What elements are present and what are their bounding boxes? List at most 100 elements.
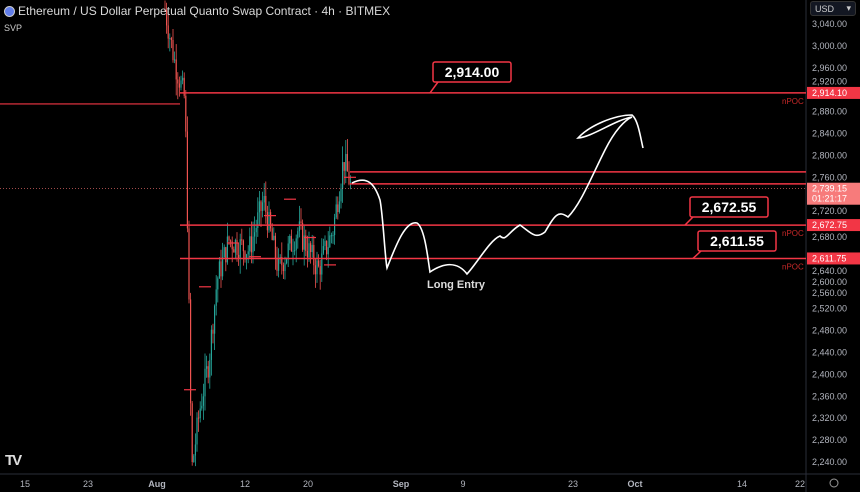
candle-body (262, 202, 264, 211)
x-tick-label: Sep (393, 479, 410, 489)
y-tick-label: 2,840.00 (812, 129, 847, 139)
candle-body (242, 240, 244, 252)
y-tick-label: 2,320.00 (812, 413, 847, 423)
candle-body (190, 299, 192, 404)
candle-body (174, 59, 176, 61)
long-entry-annotation: Long Entry (427, 279, 486, 291)
candle-body (290, 235, 292, 252)
x-tick-label: 14 (737, 479, 747, 489)
candle-body (287, 243, 289, 258)
candle-body (298, 221, 300, 232)
candle-body (220, 261, 222, 277)
candle-body (233, 249, 235, 253)
level-price-badge (807, 252, 860, 265)
npoc-tag: nPOC (782, 262, 804, 271)
candle-body (247, 251, 249, 255)
y-tick-label: 2,640.00 (812, 266, 847, 276)
candle-body (249, 236, 251, 252)
candle-body (326, 241, 328, 255)
candle-body (335, 204, 337, 218)
x-tick-label: 23 (568, 479, 578, 489)
npoc-tag: nPOC (782, 229, 804, 238)
candle-body (228, 236, 230, 241)
candle-body (255, 227, 257, 233)
settings-icon (829, 478, 839, 488)
candle-body (266, 211, 268, 231)
candle-body (318, 260, 320, 267)
candle-body (343, 162, 345, 171)
candle-body (217, 278, 219, 290)
y-tick-label: 2,440.00 (812, 348, 847, 358)
candle-body (297, 231, 299, 239)
x-tick-label: 20 (303, 479, 313, 489)
npoc-tag: nPOC (782, 97, 804, 106)
candle-body (178, 83, 180, 88)
candle-body (230, 240, 232, 242)
candle-body (282, 265, 284, 272)
x-tick-label: Aug (148, 479, 166, 489)
y-tick-label: 2,480.00 (812, 326, 847, 336)
candle-body (284, 263, 286, 272)
y-tick-label: 2,720.00 (812, 206, 847, 216)
candle-body (185, 95, 187, 132)
y-tick-label: 2,800.00 (812, 150, 847, 160)
projection-path (351, 114, 644, 276)
candle-body (234, 240, 236, 253)
y-tick-label: 2,760.00 (812, 172, 847, 182)
candle-body (310, 243, 312, 253)
candle-body (169, 38, 171, 40)
y-tick-label: 2,880.00 (812, 107, 847, 117)
candle-body (164, 9, 166, 11)
svp-indicator-label[interactable]: SVP (4, 23, 23, 33)
candle-body (308, 243, 310, 258)
candle-body (340, 188, 342, 202)
candle-body (218, 261, 220, 279)
y-tick-label: 2,960.00 (812, 63, 847, 73)
y-tick-label: 2,400.00 (812, 369, 847, 379)
x-tick-label: 9 (460, 479, 465, 489)
candle-body (303, 235, 305, 250)
candle-body (342, 162, 344, 189)
candle-body (329, 235, 331, 248)
currency-select[interactable]: USD ▾ (810, 1, 856, 16)
level-price-label: 2,914.10 (812, 88, 847, 98)
price-callout-box (697, 230, 777, 252)
y-tick-label: 2,680.00 (812, 232, 847, 242)
level-price-label: 2,672.75 (812, 220, 847, 230)
candle-body (223, 247, 225, 258)
candle-body (238, 254, 240, 259)
candle-body (289, 235, 291, 244)
candle-body (270, 212, 272, 229)
candle-body (246, 254, 248, 260)
candle-body (305, 235, 307, 251)
y-tick-label: 2,360.00 (812, 391, 847, 401)
currency-label: USD (815, 3, 835, 14)
candle-body (239, 239, 241, 259)
candle-body (212, 329, 214, 334)
candle-body (292, 250, 294, 252)
candle-body (180, 80, 182, 88)
candle-body (198, 417, 200, 419)
candle-body (183, 77, 185, 96)
candle-body (260, 201, 262, 211)
y-tick-label: 2,280.00 (812, 435, 847, 445)
candle-body (225, 247, 227, 263)
candle-body (327, 247, 329, 255)
callout-pointer (692, 250, 702, 260)
level-price-badge (807, 219, 860, 232)
tradingview-logo: TV (5, 452, 22, 469)
candle-body (279, 257, 281, 259)
x-tick-label: 22 (795, 479, 805, 489)
candle-body (306, 250, 308, 258)
candle-body (170, 38, 172, 40)
candle-body (194, 444, 196, 456)
candle-body (345, 153, 347, 171)
candle-body (204, 368, 206, 397)
candle-body (196, 417, 198, 445)
candle-body (319, 266, 321, 275)
symbol-title: Ethereum / US Dollar Perpetual Quanto Sw… (18, 4, 391, 18)
candle-body (166, 10, 168, 26)
candle-body (209, 359, 211, 378)
candle-body (271, 228, 273, 240)
